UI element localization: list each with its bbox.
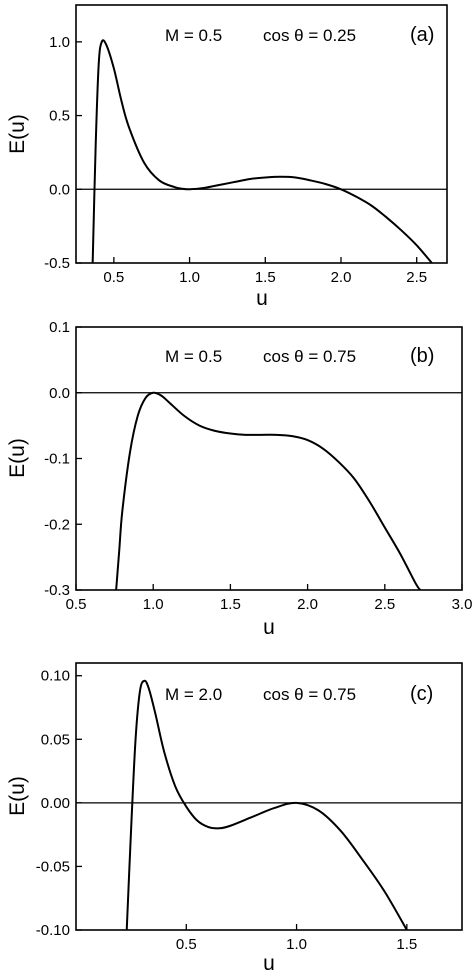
- plot-frame: [75, 326, 463, 591]
- x-tick-label: 0.5: [176, 936, 197, 953]
- y-tick-label: 0.1: [49, 319, 70, 336]
- annotation-m: M = 0.5: [165, 347, 222, 366]
- x-tick-label: 2.5: [374, 596, 395, 613]
- y-axis-label: E(u): [6, 776, 29, 816]
- y-tick-label: -0.2: [44, 516, 70, 533]
- x-tick-label: 1.0: [179, 269, 200, 286]
- x-tick-label: 1.5: [255, 269, 276, 286]
- panel-label: (c): [410, 683, 433, 705]
- annotation-cos-theta: cos θ = 0.75: [263, 685, 356, 704]
- panel-b: 0.5 1.0 1.5 2.0 2.5 3.0 -0.3 -0.2 -0.1 0.0 0.1 M …: [6, 319, 472, 639]
- y-tick-label: 0.0: [49, 385, 70, 402]
- x-tick-label: 3.0: [452, 596, 473, 613]
- y-tick-label: -0.1: [44, 451, 70, 468]
- panel-label: (a): [410, 24, 434, 46]
- energy-curve: [125, 679, 408, 930]
- y-tick-label: -0.3: [44, 582, 70, 599]
- annotation-m: M = 2.0: [165, 685, 222, 704]
- y-axis-label: E(u): [6, 114, 29, 154]
- y-tick-label: -0.5: [44, 255, 70, 272]
- x-axis-label: u: [263, 616, 275, 639]
- panel-label: (b): [410, 345, 434, 367]
- y-tick-label: 0.05: [41, 731, 70, 748]
- annotation-m: M = 0.5: [165, 26, 222, 45]
- panel-c: 0.5 1.0 1.5 -0.10 -0.05 0.00 0.05 0.10 M = 2.0…: [6, 662, 463, 973]
- x-tick-label: 0.5: [103, 269, 124, 286]
- plot-frame: [75, 4, 448, 264]
- x-tick-label: 1.5: [220, 596, 241, 613]
- y-tick-label: 0.10: [41, 668, 70, 685]
- x-tick-label: 2.0: [331, 269, 352, 286]
- x-tick-label: 1.0: [286, 936, 307, 953]
- annotation-cos-theta: cos θ = 0.25: [263, 26, 356, 45]
- y-tick-label: 0.00: [41, 795, 70, 812]
- y-tick-label: -0.05: [36, 858, 70, 875]
- x-tick-label: 2.0: [297, 596, 318, 613]
- y-axis-label: E(u): [6, 438, 29, 478]
- y-tick-label: -0.10: [36, 922, 70, 939]
- plot-frame: [75, 662, 463, 931]
- panel-a: 0.5 1.0 1.5 2.0 2.5 -0.5 0.0 0.5 1.0 M = 0.5 co…: [6, 4, 448, 310]
- y-tick-label: 1.0: [49, 34, 70, 51]
- y-tick-label: 0.0: [49, 181, 70, 198]
- x-axis-label: u: [256, 287, 268, 310]
- x-axis-label: u: [263, 952, 275, 973]
- energy-curve: [91, 39, 433, 263]
- y-tick-label: 0.5: [49, 108, 70, 125]
- x-tick-label: 2.5: [406, 269, 427, 286]
- x-tick-label: 0.5: [66, 596, 87, 613]
- energy-curve: [115, 391, 422, 590]
- annotation-cos-theta: cos θ = 0.75: [263, 347, 356, 366]
- x-tick-label: 1.0: [143, 596, 164, 613]
- x-tick-label: 1.5: [396, 936, 417, 953]
